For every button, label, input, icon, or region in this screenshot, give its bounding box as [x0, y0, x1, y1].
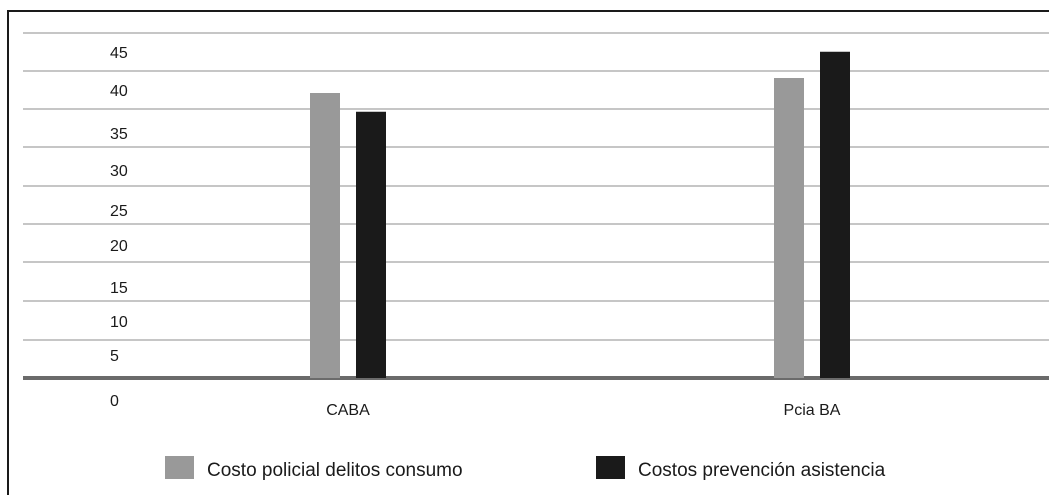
y-tick-label-15: 15: [110, 280, 128, 297]
category-label-pcia-ba: Pcia BA: [784, 402, 841, 419]
legend-label-1: Costo policial delitos consumo: [207, 460, 463, 481]
y-tick-label-40: 40: [110, 83, 128, 100]
y-tick-label-0: 0: [110, 393, 119, 410]
y-tick-label-20: 20: [110, 238, 128, 255]
y-tick-label-5: 5: [110, 348, 119, 365]
bar-caba-series-2: [356, 111, 386, 378]
x-axis-category-labels: CABA Pcia BA: [326, 402, 841, 419]
legend-swatch-1: [165, 456, 194, 479]
y-axis-tick-labels: 45 40 35 30 25 20 15 10 5 0: [110, 45, 128, 410]
y-tick-label-35: 35: [110, 126, 128, 143]
chart-frame: [7, 10, 1049, 495]
legend-swatch-2: [596, 456, 625, 479]
bars: [310, 51, 850, 378]
y-tick-label-30: 30: [110, 163, 128, 180]
legend: Costo policial delitos consumo Costos pre…: [165, 456, 886, 481]
gridlines: [23, 32, 1049, 341]
bar-pcia-ba-series-2: [820, 51, 850, 378]
category-label-caba: CABA: [326, 402, 370, 419]
legend-label-2: Costos prevención asistencia: [638, 460, 886, 481]
y-tick-label-45: 45: [110, 45, 128, 62]
y-tick-label-10: 10: [110, 314, 128, 331]
bar-caba-series-1: [310, 93, 340, 378]
y-tick-label-25: 25: [110, 203, 128, 220]
bar-pcia-ba-series-1: [774, 78, 804, 378]
